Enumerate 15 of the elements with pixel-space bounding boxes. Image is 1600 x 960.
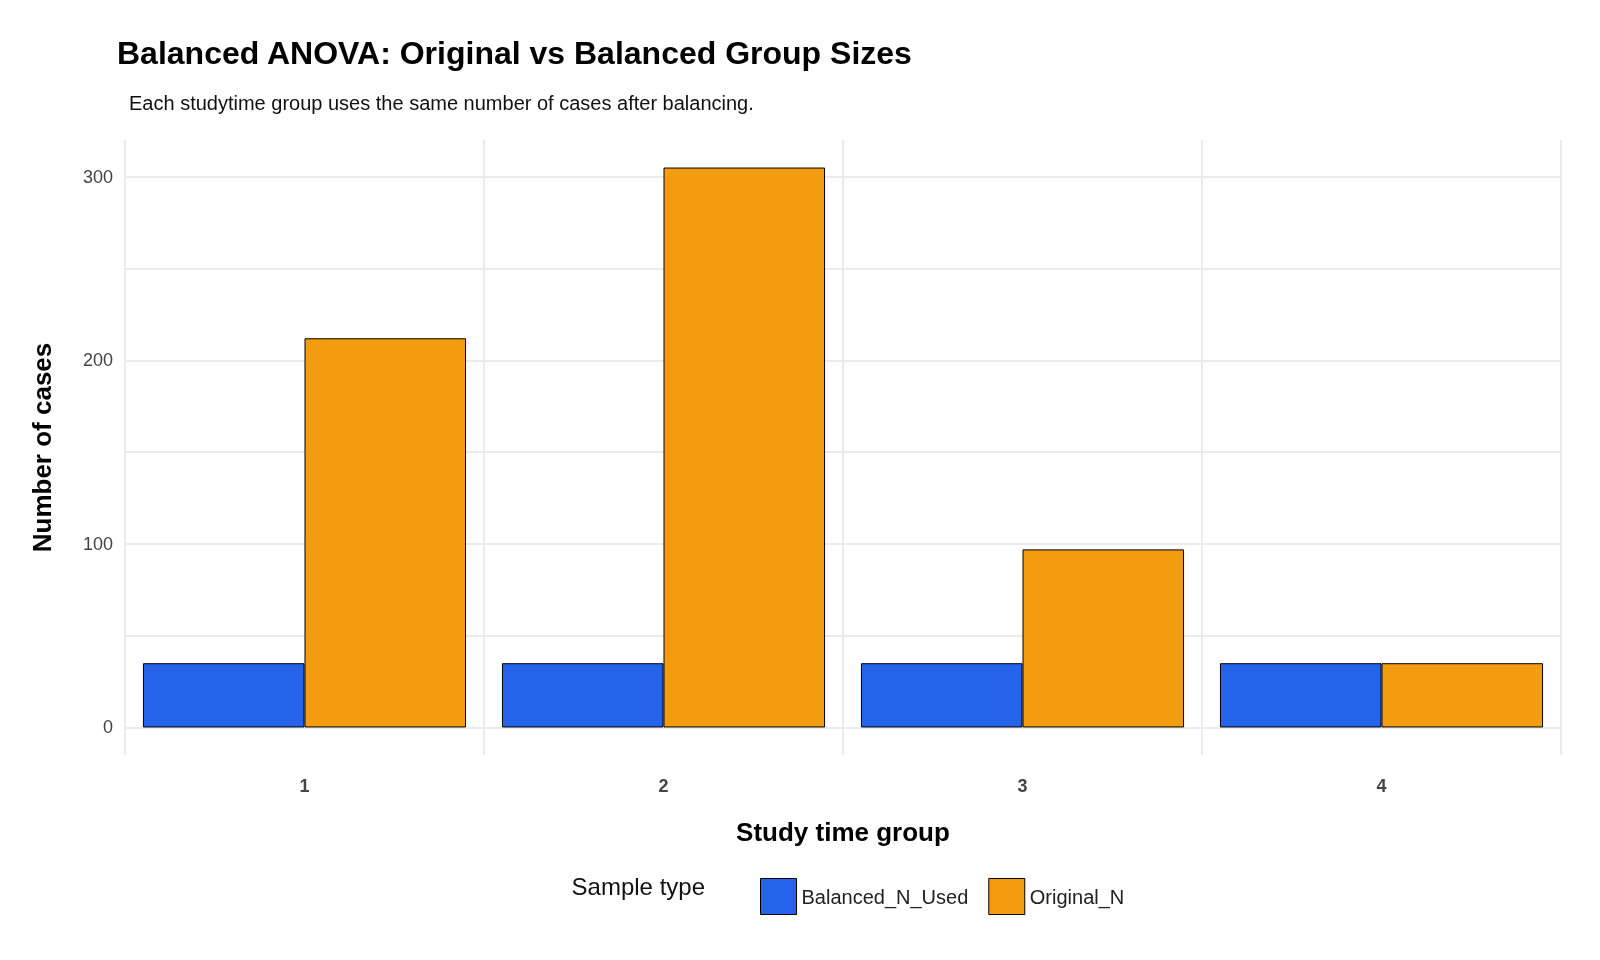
x-tick-label: 2: [658, 776, 669, 796]
y-tick-label: 300: [82, 166, 113, 187]
y-tick-label: 200: [82, 350, 113, 371]
legend-label: Original_N: [1029, 885, 1125, 909]
x-tick-label: 1: [299, 776, 310, 796]
y-axis-title: Number of cases: [27, 342, 57, 553]
x-tick-label: 3: [1017, 776, 1028, 796]
x-axis-title: Study time group: [736, 817, 950, 847]
chart-subtitle: Each studytime group uses the same number of cases after balancing.: [129, 92, 754, 114]
legend-title: Sample type: [571, 872, 705, 900]
y-tick-label: 100: [82, 533, 113, 554]
y-tick-label: 0: [102, 717, 113, 738]
chart-title: Balanced ANOVA: Original vs Balanced Group Sizes: [117, 35, 912, 71]
legend-label: Balanced_N_Used: [801, 885, 969, 909]
x-tick-label: 4: [1376, 776, 1387, 796]
